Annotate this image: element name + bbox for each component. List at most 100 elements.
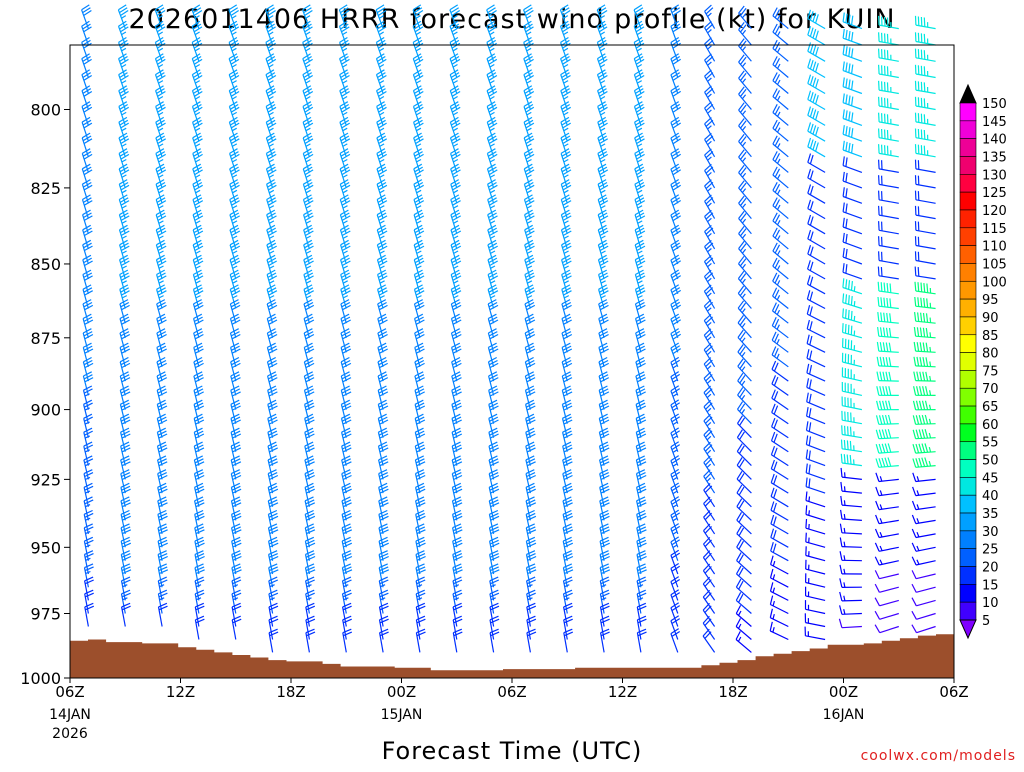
- wind-barb: [343, 629, 352, 652]
- barb-flag: [774, 420, 777, 429]
- wind-barb: [843, 94, 862, 110]
- wind-barb: [378, 372, 388, 396]
- barb-half-flag: [778, 48, 781, 53]
- barb-half-flag: [343, 296, 348, 298]
- barb-half-flag: [417, 236, 422, 238]
- barb-flag: [843, 308, 844, 317]
- barb-flag: [774, 517, 777, 526]
- wind-barb: [231, 386, 241, 410]
- barb-flag: [807, 349, 809, 358]
- barb-staff: [807, 314, 825, 323]
- barb-half-flag: [269, 160, 274, 162]
- barb-half-flag: [416, 128, 421, 131]
- barb-half-flag: [417, 296, 422, 298]
- barb-half-flag: [306, 48, 310, 51]
- wind-barb: [231, 372, 241, 396]
- barb-flag: [810, 232, 813, 241]
- barb-half-flag: [453, 81, 457, 84]
- barb-flag: [772, 375, 776, 384]
- barb-half-flag: [122, 48, 126, 51]
- wind-barb: [194, 358, 204, 382]
- barb-half-flag: [122, 206, 127, 208]
- barb-flag: [850, 455, 851, 464]
- barb-flag: [771, 542, 774, 551]
- barb-half-flag: [306, 266, 311, 268]
- wind-barb: [843, 141, 862, 157]
- barb-half-flag: [491, 296, 496, 298]
- barb-flag: [879, 49, 880, 58]
- barb-flag: [846, 46, 847, 55]
- barb-half-flag: [707, 308, 711, 311]
- wind-barb: [490, 629, 499, 652]
- wind-barb: [843, 278, 862, 294]
- barb-staff: [808, 254, 825, 264]
- barb-flag: [810, 307, 812, 316]
- barb-flag: [843, 203, 844, 212]
- barb-half-flag: [638, 296, 643, 298]
- wind-barb: [840, 524, 862, 534]
- wind-barb: [841, 496, 862, 507]
- barb-half-flag: [343, 266, 348, 268]
- barb-half-flag: [673, 545, 677, 548]
- barb-half-flag: [380, 81, 384, 84]
- barb-half-flag: [673, 394, 677, 397]
- barb-half-flag: [601, 281, 606, 283]
- barb-half-flag: [527, 296, 532, 298]
- barb-half-flag: [380, 281, 385, 283]
- barb-half-flag: [564, 128, 568, 131]
- barb-half-flag: [564, 144, 569, 147]
- barb-flag: [810, 155, 813, 164]
- wind-barb: [157, 358, 167, 382]
- barb-flag: [851, 326, 852, 335]
- barb-half-flag: [491, 251, 496, 253]
- barb-half-flag: [600, 65, 604, 68]
- barb-flag: [852, 281, 853, 290]
- wind-barb: [452, 372, 462, 396]
- barb-flag: [840, 565, 842, 574]
- barb-half-flag: [233, 251, 238, 253]
- wind-barb: [771, 529, 789, 548]
- barb-flag: [810, 247, 813, 256]
- wind-barb: [703, 551, 714, 574]
- barb-half-flag: [195, 128, 200, 131]
- barb-half-flag: [196, 266, 201, 268]
- barb-flag: [808, 230, 811, 239]
- barb-flag: [846, 95, 847, 104]
- barb-half-flag: [673, 505, 677, 508]
- barb-flag: [159, 593, 168, 597]
- wind-barb: [843, 308, 862, 323]
- barb-half-flag: [269, 65, 273, 68]
- barb-flag: [808, 122, 811, 131]
- wind-barb: [843, 78, 862, 94]
- wind-barb: [843, 203, 862, 219]
- barb-half-flag: [742, 142, 745, 146]
- barb-half-flag: [564, 221, 569, 223]
- wind-barb: [771, 542, 789, 561]
- barb-half-flag: [845, 486, 846, 491]
- barb-half-flag: [673, 408, 677, 411]
- chart-title: 2026011406 HRRR forecast wind profile (k…: [128, 4, 895, 35]
- wind-barb: [380, 629, 389, 652]
- barb-half-flag: [564, 112, 569, 115]
- barb-half-flag: [742, 309, 745, 313]
- wind-barb: [704, 524, 715, 547]
- barb-flag: [453, 564, 461, 568]
- wind-barb: [840, 578, 862, 587]
- barb-half-flag: [742, 79, 745, 83]
- barb-half-flag: [844, 555, 845, 560]
- barb-half-flag: [527, 65, 531, 68]
- barb-half-flag: [844, 542, 845, 547]
- barb-half-flag: [269, 206, 274, 208]
- barb-half-flag: [742, 173, 745, 177]
- barb-flag: [849, 127, 850, 136]
- barb-half-flag: [491, 281, 496, 283]
- barb-half-flag: [269, 190, 274, 193]
- barb-half-flag: [195, 97, 199, 100]
- barb-flag: [813, 94, 816, 103]
- wind-barb: [452, 358, 462, 382]
- barb-half-flag: [306, 206, 310, 208]
- barb-half-flag: [673, 491, 677, 494]
- wind-barb: [703, 629, 715, 652]
- barb-half-flag: [306, 81, 310, 84]
- barb-flag: [851, 296, 852, 305]
